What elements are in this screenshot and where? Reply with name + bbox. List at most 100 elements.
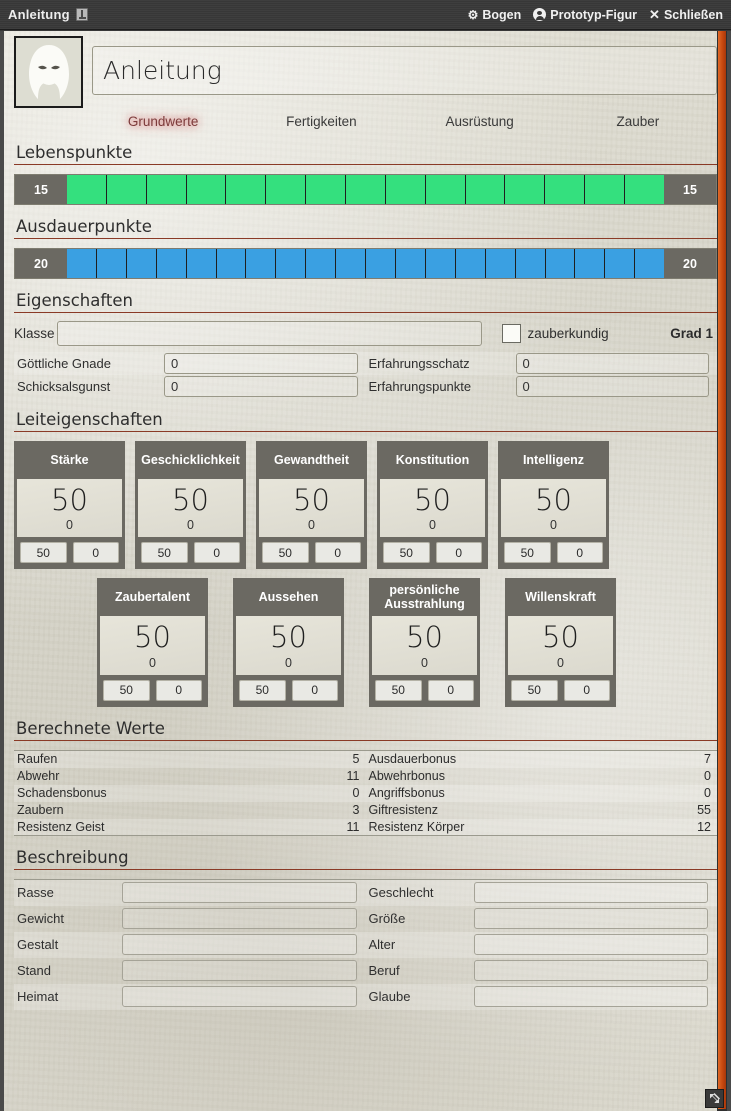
heimat-label: Heimat — [17, 989, 59, 1005]
bogen-button[interactable]: ⚙ Bogen — [468, 8, 522, 22]
hp-segment[interactable] — [185, 175, 226, 204]
erfahrungspunkte-input[interactable]: 0 — [515, 376, 709, 397]
sp-segment[interactable] — [95, 249, 126, 278]
hp-segment[interactable] — [584, 175, 625, 204]
goettliche-gnade-input[interactable]: 0 — [164, 353, 358, 374]
gewicht-input[interactable] — [122, 908, 357, 930]
klasse-input[interactable] — [56, 321, 482, 346]
attribute-input-mod[interactable]: 0 — [427, 679, 474, 701]
hp-segment[interactable] — [624, 175, 664, 204]
scrollbar-thumb[interactable] — [718, 31, 726, 1109]
attribute-input-base[interactable]: 50 — [383, 542, 430, 564]
attribute-input-base[interactable]: 50 — [239, 679, 286, 701]
sp-segment[interactable] — [335, 249, 366, 278]
attribute-input-mod[interactable]: 0 — [314, 542, 361, 564]
desc-cell-right: Geschlecht — [366, 882, 718, 904]
lebenspunkte-segments[interactable] — [67, 175, 664, 204]
gestalt-input[interactable] — [122, 934, 357, 956]
tab-zauber[interactable]: Zauber — [616, 114, 660, 129]
attribute-input-mod[interactable]: 0 — [435, 542, 482, 564]
attribute-input-mod[interactable]: 0 — [563, 679, 610, 701]
geschlecht-input[interactable] — [473, 882, 708, 904]
attribute-input-mod[interactable]: 0 — [556, 542, 603, 564]
erfahrungsschatz-input[interactable]: 0 — [515, 353, 709, 374]
sp-segment[interactable] — [125, 249, 156, 278]
prototyp-figur-button[interactable]: Prototyp-Figur — [533, 8, 637, 22]
sp-segment[interactable] — [484, 249, 515, 278]
sp-segment[interactable] — [305, 249, 336, 278]
resize-handle[interactable] — [705, 1089, 724, 1108]
lebenspunkte-left-value[interactable]: 15 — [15, 175, 67, 204]
hp-segment[interactable] — [145, 175, 186, 204]
glaube-input[interactable] — [473, 986, 708, 1008]
groesse-input[interactable] — [473, 908, 708, 930]
stand-label: Stand — [17, 963, 51, 979]
sp-segment[interactable] — [424, 249, 455, 278]
rasse-input[interactable] — [122, 882, 357, 904]
calc-label: Angriffsbonus — [368, 786, 445, 801]
character-name-input[interactable]: Anleitung — [92, 46, 717, 95]
attribute-input-base[interactable]: 50 — [375, 679, 422, 701]
sp-segment[interactable] — [634, 249, 665, 278]
ausdauerpunkte-bar[interactable]: 20 20 — [14, 248, 717, 279]
sp-segment[interactable] — [574, 249, 605, 278]
attribute-bonus: 0 — [429, 518, 436, 533]
table-row: Abwehr 11 Abwehrbonus 0 — [14, 768, 717, 785]
lebenspunkte-right-value[interactable]: 15 — [664, 175, 716, 204]
schicksalsgunst-input[interactable]: 0 — [164, 376, 358, 397]
hp-segment[interactable] — [265, 175, 306, 204]
sp-segment[interactable] — [514, 249, 545, 278]
window-title-text: Anleitung — [8, 7, 70, 22]
hp-segment[interactable] — [464, 175, 505, 204]
tab-ausruestung[interactable]: Ausrüstung — [445, 114, 514, 129]
sp-segment[interactable] — [275, 249, 306, 278]
heimat-input[interactable] — [122, 986, 357, 1008]
calc-label: Zaubern — [17, 803, 64, 818]
attribute-body: 50 0 — [259, 479, 364, 538]
hp-segment[interactable] — [225, 175, 266, 204]
sp-segment[interactable] — [155, 249, 186, 278]
attribute-value: 50 — [406, 620, 443, 655]
hp-segment[interactable] — [305, 175, 346, 204]
sp-segment[interactable] — [67, 249, 96, 278]
beruf-input[interactable] — [473, 960, 708, 982]
sp-segment[interactable] — [215, 249, 246, 278]
avatar[interactable] — [14, 36, 83, 108]
sp-segment[interactable] — [185, 249, 216, 278]
lebenspunkte-bar[interactable]: 15 15 — [14, 174, 717, 205]
sp-segment[interactable] — [245, 249, 276, 278]
attribute-input-base[interactable]: 50 — [20, 542, 67, 564]
hp-segment[interactable] — [345, 175, 385, 204]
attribute-input-base[interactable]: 50 — [141, 542, 188, 564]
hp-segment[interactable] — [67, 175, 106, 204]
vertical-scrollbar[interactable] — [717, 31, 727, 1111]
attribute-input-base[interactable]: 50 — [262, 542, 309, 564]
attribute-input-base[interactable]: 50 — [504, 542, 551, 564]
tab-grundwerte[interactable]: Grundwerte — [127, 114, 199, 129]
hp-segment[interactable] — [504, 175, 545, 204]
ausdauerpunkte-left-value[interactable]: 20 — [15, 249, 67, 278]
hp-segment[interactable] — [105, 175, 146, 204]
tab-fertigkeiten[interactable]: Fertigkeiten — [286, 114, 357, 129]
zauberkundig-checkbox[interactable] — [501, 324, 521, 343]
attribute-input-mod[interactable]: 0 — [155, 679, 202, 701]
attribute-input-mod[interactable]: 0 — [291, 679, 338, 701]
attribute-input-base[interactable]: 50 — [103, 679, 150, 701]
sp-segment[interactable] — [454, 249, 485, 278]
close-label: Schließen — [663, 7, 723, 22]
stand-input[interactable] — [122, 960, 357, 982]
hp-segment[interactable] — [384, 175, 425, 204]
close-button[interactable]: ✕ Schließen — [649, 8, 723, 22]
attribute-input-mod[interactable]: 0 — [193, 542, 240, 564]
attribute-input-base[interactable]: 50 — [511, 679, 558, 701]
attribute-input-mod[interactable]: 0 — [72, 542, 119, 564]
sp-segment[interactable] — [604, 249, 635, 278]
alter-input[interactable] — [473, 934, 708, 956]
ausdauerpunkte-segments[interactable] — [67, 249, 665, 278]
sp-segment[interactable] — [544, 249, 575, 278]
hp-segment[interactable] — [424, 175, 465, 204]
sp-segment[interactable] — [394, 249, 425, 278]
hp-segment[interactable] — [544, 175, 585, 204]
ausdauerpunkte-right-value[interactable]: 20 — [664, 249, 716, 278]
sp-segment[interactable] — [365, 249, 395, 278]
